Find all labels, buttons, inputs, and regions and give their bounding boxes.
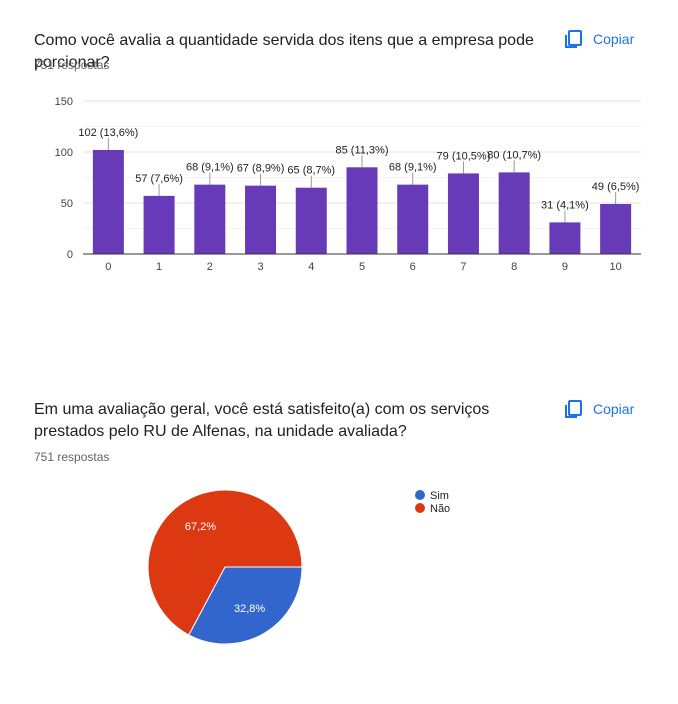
y-tick-label: 150 <box>55 96 73 108</box>
bar <box>194 184 226 254</box>
data-label: 68 (9,1%) <box>186 162 234 174</box>
bar <box>498 172 530 254</box>
data-label: 80 (10,7%) <box>487 149 541 161</box>
bar-chart: 0 50 100 150 102 (13,6%) 0 57 (7,6%) 1 68 (9,1%)… <box>55 96 641 273</box>
question-title: Como você avalia a quantidade servida do… <box>34 32 534 71</box>
legend-label: Sim <box>430 490 449 502</box>
y-tick-label: 0 <box>67 249 73 261</box>
copy-chart-button[interactable]: Copiar <box>563 399 634 419</box>
data-label: 49 (6,5%) <box>592 181 640 193</box>
data-label: 57 (7,6%) <box>135 173 183 185</box>
copy-button-label: Copiar <box>593 401 635 417</box>
x-tick-label: 8 <box>511 261 517 273</box>
copy-icon <box>565 30 582 48</box>
x-tick-label: 1 <box>156 261 162 273</box>
x-tick-label: 7 <box>460 261 466 273</box>
bar <box>447 173 479 254</box>
pie-slice <box>188 566 303 645</box>
x-tick-label: 2 <box>207 261 213 273</box>
response-count: 751 respostas <box>34 58 110 72</box>
bar <box>245 185 277 254</box>
legend-swatch <box>415 503 425 513</box>
data-label: 102 (13,6%) <box>78 127 138 139</box>
x-tick-label: 4 <box>308 261 314 273</box>
copy-button-label: Copiar <box>593 31 635 47</box>
bar <box>92 149 124 254</box>
data-label: 65 (8,7%) <box>287 165 335 177</box>
copy-chart-button[interactable]: Copiar <box>563 29 634 49</box>
copy-icon <box>565 400 582 418</box>
data-label: 68 (9,1%) <box>389 162 437 174</box>
y-tick-label: 50 <box>61 198 73 210</box>
x-tick-label: 10 <box>610 261 622 273</box>
legend-swatch <box>415 490 425 500</box>
x-tick-label: 9 <box>562 261 568 273</box>
x-tick-label: 0 <box>105 261 111 273</box>
data-label: 31 (4,1%) <box>541 199 589 211</box>
data-label: 85 (11,3%) <box>336 144 389 156</box>
legend-label: Não <box>430 503 450 515</box>
bar <box>600 204 632 254</box>
question-card-satisfaction: Em uma avaliação geral, você está satisf… <box>0 370 678 704</box>
pie-slice <box>147 489 303 636</box>
bar <box>346 167 378 254</box>
response-count: 751 respostas <box>34 450 110 464</box>
slice-label: 32,8% <box>234 603 265 615</box>
bar <box>295 187 327 254</box>
x-tick-label: 6 <box>410 261 416 273</box>
data-label: 79 (10,5%) <box>437 150 491 162</box>
data-label: 67 (8,9%) <box>237 163 285 175</box>
y-tick-label: 100 <box>55 147 73 159</box>
x-tick-label: 3 <box>257 261 263 273</box>
question-card-quantity: Como você avalia a quantidade servida do… <box>0 0 678 340</box>
x-tick-label: 5 <box>359 261 365 273</box>
bar <box>143 195 175 254</box>
slice-label: 67,2% <box>185 521 216 533</box>
bar <box>549 222 581 254</box>
bar <box>397 184 429 254</box>
question-title: Em uma avaliação geral, você está satisf… <box>34 401 490 440</box>
